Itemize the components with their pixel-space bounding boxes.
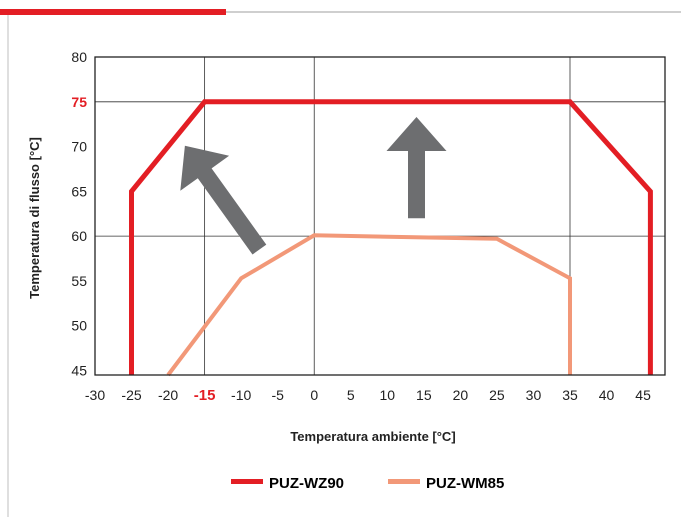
y-tick-label: 65 bbox=[71, 183, 87, 199]
y-tick-label: 70 bbox=[71, 139, 87, 155]
x-tick-label: -20 bbox=[158, 387, 178, 403]
x-tick-label: 25 bbox=[489, 387, 505, 403]
x-axis-label: Temperatura ambiente [°C] bbox=[290, 429, 455, 444]
y-tick-label: 80 bbox=[71, 49, 87, 65]
grid-layer bbox=[95, 57, 665, 375]
legend-item-wz90: PUZ-WZ90 bbox=[231, 475, 344, 492]
y-axis-label: Temperatura di flusso [°C] bbox=[27, 137, 42, 299]
series-line-puz-wm85 bbox=[166, 233, 572, 377]
legend-swatch-wz90 bbox=[231, 479, 263, 484]
x-tick-label: 0 bbox=[310, 387, 318, 403]
arrow-up-left bbox=[180, 145, 267, 255]
y-tick-labels: 45 50 55 60 65 70 75 80 bbox=[71, 49, 87, 379]
y-tick-label: 50 bbox=[71, 318, 87, 334]
legend-label-wz90: PUZ-WZ90 bbox=[269, 475, 344, 492]
x-tick-label: 5 bbox=[347, 387, 355, 403]
y-tick-label: 75 bbox=[71, 94, 87, 110]
legend-item-wm85: PUZ-WM85 bbox=[388, 475, 504, 492]
series-layer bbox=[129, 99, 653, 377]
x-tick-label: -25 bbox=[121, 387, 141, 403]
legend-swatch-wm85 bbox=[388, 479, 420, 484]
x-tick-label: 45 bbox=[635, 387, 651, 403]
legend-label-wm85: PUZ-WM85 bbox=[426, 475, 504, 492]
y-tick-label: 55 bbox=[71, 273, 87, 289]
x-tick-label: 35 bbox=[562, 387, 578, 403]
y-tick-label: 60 bbox=[71, 228, 87, 244]
x-tick-label: 10 bbox=[380, 387, 396, 403]
arrow-up bbox=[386, 117, 447, 219]
x-tick-label: -5 bbox=[271, 387, 284, 403]
header-accent-bar bbox=[0, 9, 226, 15]
arrow-layer bbox=[180, 117, 447, 255]
x-tick-label: -30 bbox=[85, 387, 105, 403]
x-tick-label: -10 bbox=[231, 387, 251, 403]
x-tick-label: 15 bbox=[416, 387, 432, 403]
x-tick-label: 20 bbox=[453, 387, 469, 403]
legend: PUZ-WZ90 PUZ-WM85 bbox=[231, 475, 504, 492]
x-tick-labels: -30 -25 -20 -15 -10 -5 0 5 10 15 20 25 30 35 40 45 bbox=[85, 387, 651, 404]
x-tick-label: 30 bbox=[526, 387, 542, 403]
y-tick-label: 45 bbox=[71, 363, 87, 379]
x-tick-label: 40 bbox=[599, 387, 615, 403]
plot-area-border bbox=[94, 56, 666, 376]
x-tick-label: -15 bbox=[194, 387, 216, 404]
series-line-puz-wz90 bbox=[129, 99, 653, 375]
